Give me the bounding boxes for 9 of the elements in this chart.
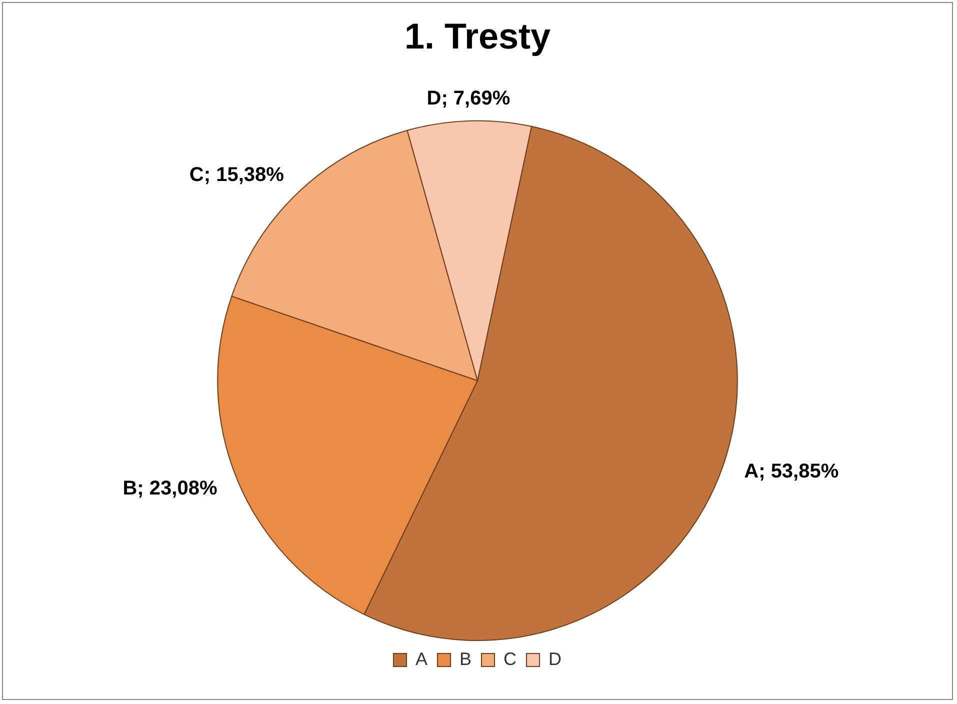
chart-title: 1. Tresty xyxy=(404,16,551,57)
data-label: B; 23,08% xyxy=(122,477,218,500)
legend-label: B xyxy=(460,648,472,669)
legend-label: A xyxy=(415,648,428,669)
legend-label: D xyxy=(548,648,562,669)
data-label: D; 7,69% xyxy=(426,87,510,110)
legend-label: C xyxy=(504,648,517,669)
data-label: C; 15,38% xyxy=(189,164,284,186)
data-label: A; 53,85% xyxy=(744,460,839,483)
